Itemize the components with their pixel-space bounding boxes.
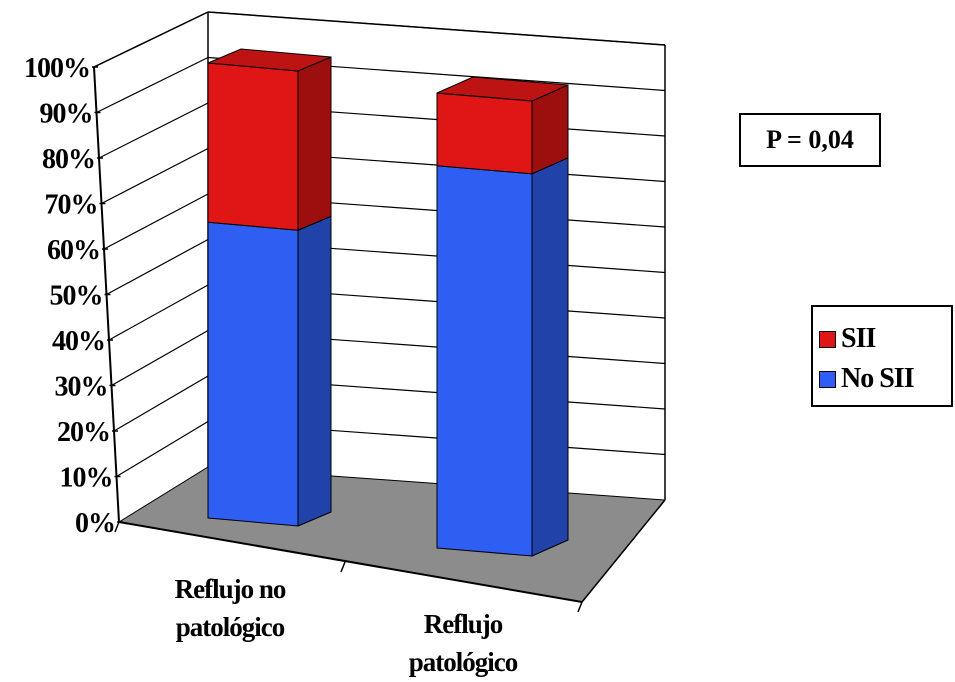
- y-tick-label-10: 100%: [24, 53, 90, 84]
- back-wall-top-line: [207, 11, 666, 46]
- legend-item-sii: SII: [819, 319, 951, 359]
- bar-1-no-sii-front: [207, 221, 299, 527]
- y-tick-label-6: 60%: [47, 235, 100, 266]
- gridline-left-6: [103, 193, 209, 250]
- category-label-1-line-2: patológico: [176, 612, 285, 642]
- category-label-1-line-1: Reflujo no: [175, 574, 286, 604]
- y-tick-label-5: 50%: [50, 281, 103, 312]
- bar-1-sii-side: [297, 56, 332, 232]
- x-axis-line: [118, 521, 583, 603]
- left-wall-top-line: [93, 11, 209, 68]
- p-value-annotation: P = 0,04: [739, 113, 881, 167]
- x-tick-mark-0: [114, 521, 120, 533]
- legend-swatch-sii: [819, 330, 836, 348]
- gridline-left-4: [108, 284, 209, 341]
- gridline-left-3: [111, 329, 209, 387]
- bar-1-sii-top: [207, 48, 332, 72]
- bar-1-sii-front: [207, 62, 299, 231]
- legend-label-no-sii: No SII: [841, 363, 915, 394]
- y-tick-label-8: 80%: [42, 144, 95, 175]
- legend-label-sii: SII: [841, 323, 876, 354]
- bar-2-no-sii-side: [531, 157, 569, 557]
- bar-1-no-sii-side: [297, 215, 332, 527]
- y-tick-label-4: 40%: [52, 326, 105, 357]
- gridline-left-8: [98, 102, 209, 159]
- gridline-left-2: [113, 375, 209, 432]
- x-tick-mark-2: [577, 601, 583, 613]
- gridline-left-7: [101, 147, 209, 205]
- category-label-2-line-1: Reflujo: [424, 609, 503, 639]
- legend-swatch-no-sii: [819, 370, 836, 388]
- category-label-2-line-2: patológico: [409, 647, 518, 677]
- floor-right-edge: [581, 499, 666, 603]
- bar-2-sii-front: [436, 92, 533, 175]
- gridline-left-5: [106, 238, 209, 296]
- legend-item-no-sii: No SII: [819, 359, 951, 399]
- y-tick-label-3: 30%: [55, 372, 108, 403]
- y-tick-label-7: 70%: [45, 190, 98, 221]
- y-tick-label-2: 20%: [57, 417, 110, 448]
- p-value-text: P = 0,04: [766, 125, 854, 154]
- bar-2-no-sii-front: [436, 165, 533, 557]
- chart-legend: SII No SII: [811, 305, 953, 407]
- y-tick-label-0: 0%: [75, 508, 115, 539]
- y-tick-label-9: 90%: [40, 99, 93, 130]
- x-tick-mark-1: [340, 561, 346, 573]
- gridline-left-1: [116, 420, 209, 478]
- gridline-left-9: [96, 56, 209, 114]
- bar-2-sii-top: [436, 76, 569, 102]
- y-tick-label-1: 10%: [60, 463, 113, 494]
